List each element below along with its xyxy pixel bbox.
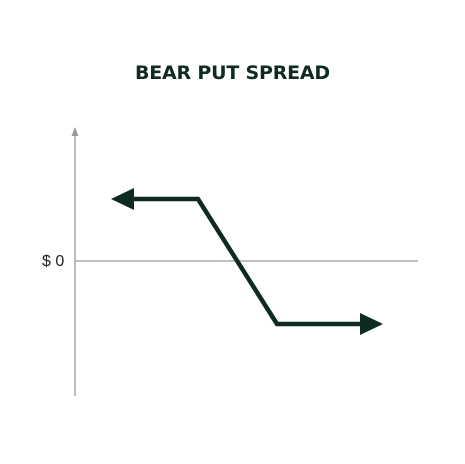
payoff-right-arrowhead — [360, 313, 383, 335]
zero-profit-label: $ 0 — [42, 253, 65, 270]
payoff-line — [130, 196, 362, 327]
payoff-left-arrowhead — [111, 188, 134, 210]
diagram-title: BEAR PUT SPREAD — [134, 62, 331, 84]
y-axis-arrowhead — [71, 127, 79, 136]
